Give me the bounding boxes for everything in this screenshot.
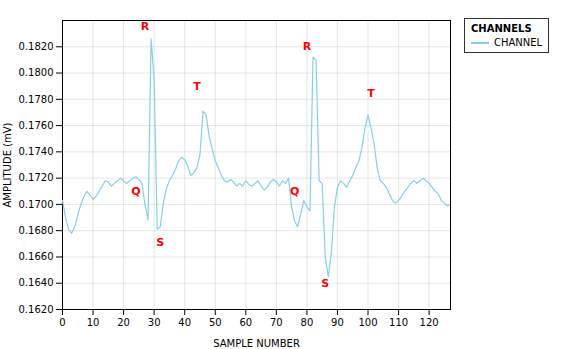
svg-text:100: 100 xyxy=(358,317,377,328)
svg-text:0: 0 xyxy=(59,317,65,328)
svg-text:SAMPLE NUMBER: SAMPLE NUMBER xyxy=(213,338,300,349)
svg-text:40: 40 xyxy=(178,317,191,328)
svg-text:S: S xyxy=(156,236,164,249)
svg-text:70: 70 xyxy=(270,317,283,328)
svg-text:R: R xyxy=(141,20,150,33)
svg-text:R: R xyxy=(303,40,312,53)
html-text:CHANNEL: CHANNEL xyxy=(494,37,543,48)
svg-text:Q: Q xyxy=(131,185,140,198)
html-text:CHANNELS: CHANNELS xyxy=(471,23,532,34)
svg-text:0.1740: 0.1740 xyxy=(19,146,54,157)
svg-text:0.1680: 0.1680 xyxy=(19,225,54,236)
svg-text:T: T xyxy=(367,87,375,100)
svg-text:0.1620: 0.1620 xyxy=(19,304,54,315)
svg-text:90: 90 xyxy=(331,317,344,328)
svg-text:30: 30 xyxy=(148,317,161,328)
svg-text:0.1700: 0.1700 xyxy=(19,199,54,210)
svg-text:20: 20 xyxy=(117,317,130,328)
svg-text:60: 60 xyxy=(239,317,252,328)
svg-text:0.1720: 0.1720 xyxy=(19,172,54,183)
svg-text:0.1800: 0.1800 xyxy=(19,67,54,78)
svg-text:120: 120 xyxy=(420,317,439,328)
svg-text:Q: Q xyxy=(290,185,299,198)
svg-text:50: 50 xyxy=(209,317,222,328)
svg-text:0.1640: 0.1640 xyxy=(19,277,54,288)
svg-text:10: 10 xyxy=(87,317,100,328)
svg-text:0.1820: 0.1820 xyxy=(19,41,54,52)
svg-text:80: 80 xyxy=(301,317,314,328)
svg-text:T: T xyxy=(193,80,201,93)
svg-text:0.1760: 0.1760 xyxy=(19,120,54,131)
svg-text:0.1660: 0.1660 xyxy=(19,251,54,262)
svg-text:AMPLITUDE (mV): AMPLITUDE (mV) xyxy=(2,122,13,207)
svg-text:S: S xyxy=(321,277,329,290)
svg-text:0.1780: 0.1780 xyxy=(19,94,54,105)
svg-text:110: 110 xyxy=(389,317,408,328)
